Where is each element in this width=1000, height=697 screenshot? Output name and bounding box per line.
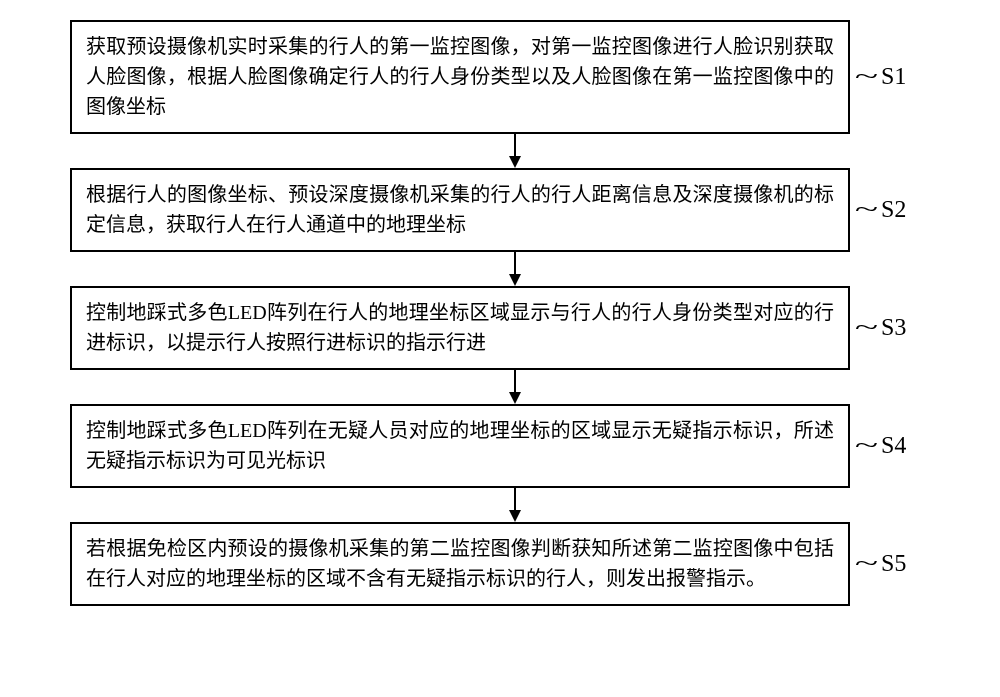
arrow-down-icon	[505, 488, 525, 522]
arrow-s3-s4	[125, 370, 905, 404]
flowchart-container: 获取预设摄像机实时采集的行人的第一监控图像，对第一监控图像进行人脸识别获取人脸图…	[40, 20, 960, 606]
step-label-wrap: ~ S1	[860, 64, 906, 91]
step-label-wrap: ~ S4	[860, 433, 906, 460]
step-label-wrap: ~ S5	[860, 551, 906, 578]
step-text: 控制地踩式多色LED阵列在行人的地理坐标区域显示与行人的行人身份类型对应的行进标…	[86, 302, 834, 354]
step-label-s3: S3	[881, 315, 906, 342]
connector-tilde: ~	[855, 64, 878, 91]
step-box-s3: 控制地踩式多色LED阵列在行人的地理坐标区域显示与行人的行人身份类型对应的行进标…	[70, 286, 850, 370]
connector-tilde: ~	[855, 433, 878, 460]
step-label-wrap: ~ S3	[860, 315, 906, 342]
step-text: 控制地踩式多色LED阵列在无疑人员对应的地理坐标的区域显示无疑指示标识，所述无疑…	[86, 420, 834, 472]
step-label-wrap: ~ S2	[860, 197, 906, 224]
connector-tilde: ~	[855, 315, 878, 342]
step-label-s2: S2	[881, 197, 906, 224]
step-label-s4: S4	[881, 433, 906, 460]
step-row: 获取预设摄像机实时采集的行人的第一监控图像，对第一监控图像进行人脸识别获取人脸图…	[40, 20, 960, 134]
arrow-down-icon	[505, 134, 525, 168]
step-row: 控制地踩式多色LED阵列在无疑人员对应的地理坐标的区域显示无疑指示标识，所述无疑…	[40, 404, 960, 488]
step-text: 获取预设摄像机实时采集的行人的第一监控图像，对第一监控图像进行人脸识别获取人脸图…	[86, 36, 834, 118]
step-row: 若根据免检区内预设的摄像机采集的第二监控图像判断获知所述第二监控图像中包括在行人…	[40, 522, 960, 606]
step-text: 根据行人的图像坐标、预设深度摄像机采集的行人的行人距离信息及深度摄像机的标定信息…	[86, 184, 834, 236]
step-label-s5: S5	[881, 551, 906, 578]
step-row: 控制地踩式多色LED阵列在行人的地理坐标区域显示与行人的行人身份类型对应的行进标…	[40, 286, 960, 370]
connector-tilde: ~	[855, 197, 878, 224]
step-box-s5: 若根据免检区内预设的摄像机采集的第二监控图像判断获知所述第二监控图像中包括在行人…	[70, 522, 850, 606]
step-label-s1: S1	[881, 64, 906, 91]
step-box-s2: 根据行人的图像坐标、预设深度摄像机采集的行人的行人距离信息及深度摄像机的标定信息…	[70, 168, 850, 252]
arrow-down-icon	[505, 252, 525, 286]
step-box-s4: 控制地踩式多色LED阵列在无疑人员对应的地理坐标的区域显示无疑指示标识，所述无疑…	[70, 404, 850, 488]
arrow-s2-s3	[125, 252, 905, 286]
arrow-s1-s2	[125, 134, 905, 168]
arrow-s4-s5	[125, 488, 905, 522]
step-text: 若根据免检区内预设的摄像机采集的第二监控图像判断获知所述第二监控图像中包括在行人…	[86, 538, 834, 590]
step-row: 根据行人的图像坐标、预设深度摄像机采集的行人的行人距离信息及深度摄像机的标定信息…	[40, 168, 960, 252]
step-box-s1: 获取预设摄像机实时采集的行人的第一监控图像，对第一监控图像进行人脸识别获取人脸图…	[70, 20, 850, 134]
arrow-down-icon	[505, 370, 525, 404]
connector-tilde: ~	[855, 551, 878, 578]
